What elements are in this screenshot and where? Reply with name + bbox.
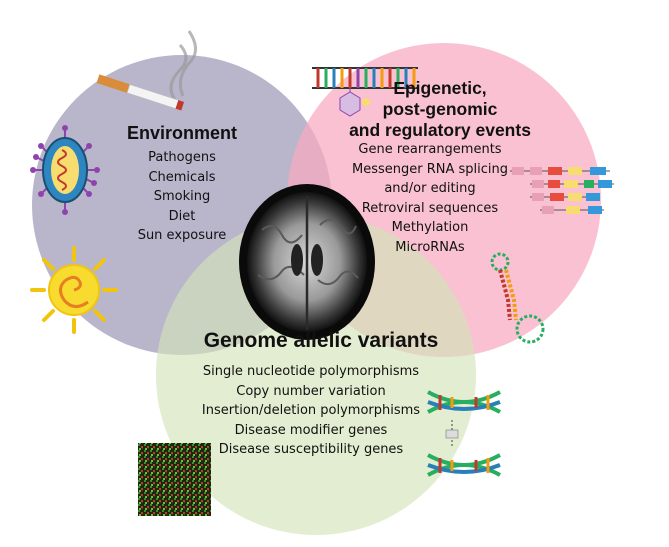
epigenetic-title: Epigenetic, post-genomic and regulatory … [330,78,550,141]
environment-item: Pathogens [148,150,216,165]
epigenetic-title-line: post-genomic [382,99,498,119]
epigenetic-item: Gene rearrangements [358,142,502,157]
environment-items: Pathogens Chemicals Smoking Diet Sun exp… [112,148,252,246]
rna-hairpin-icon [490,252,545,344]
genome-title: Genome allelic variants [203,329,439,352]
genome-item: Single nucleotide polymorphisms [202,364,420,379]
dna-strand-icon [312,67,418,117]
epigenetic-title-line: Epigenetic, [393,78,487,98]
environment-item: Diet [168,208,196,224]
epigenetic-item: Methylation [391,220,469,235]
environment-item: Chemicals [148,169,216,185]
epigenetic-title-line: and regulatory events [349,120,531,140]
environment-title: Environment [126,123,237,143]
genome-item: Insertion/deletion polymorphisms [201,403,421,418]
virus-icon [30,125,100,215]
environment-item: Sun exposure [137,228,227,243]
genome-items: Single nucleotide polymorphisms Copy num… [186,362,436,460]
genome-item: Disease susceptibility genes [218,442,404,457]
genome-item: Copy number variation [236,383,386,399]
epigenetic-item: Retroviral sequences [361,200,499,216]
environment-item: Smoking [153,189,211,204]
genome-item: Disease modifier genes [234,422,388,438]
cigarette-icon [96,30,197,111]
epigenetic-item: and/or editing [384,181,476,196]
sun-icon [30,246,118,334]
dna-helix-icon [427,390,501,477]
epigenetic-item: Messenger RNA splicing [351,161,508,177]
brain-mri-image [239,184,375,340]
microarray-image [138,443,211,516]
epigenetic-items: Gene rearrangements Messenger RNA splici… [335,140,525,257]
epigenetic-item: MicroRNAs [395,239,465,255]
splicing-diagram-icon [510,167,614,214]
genome-circle [156,215,476,535]
